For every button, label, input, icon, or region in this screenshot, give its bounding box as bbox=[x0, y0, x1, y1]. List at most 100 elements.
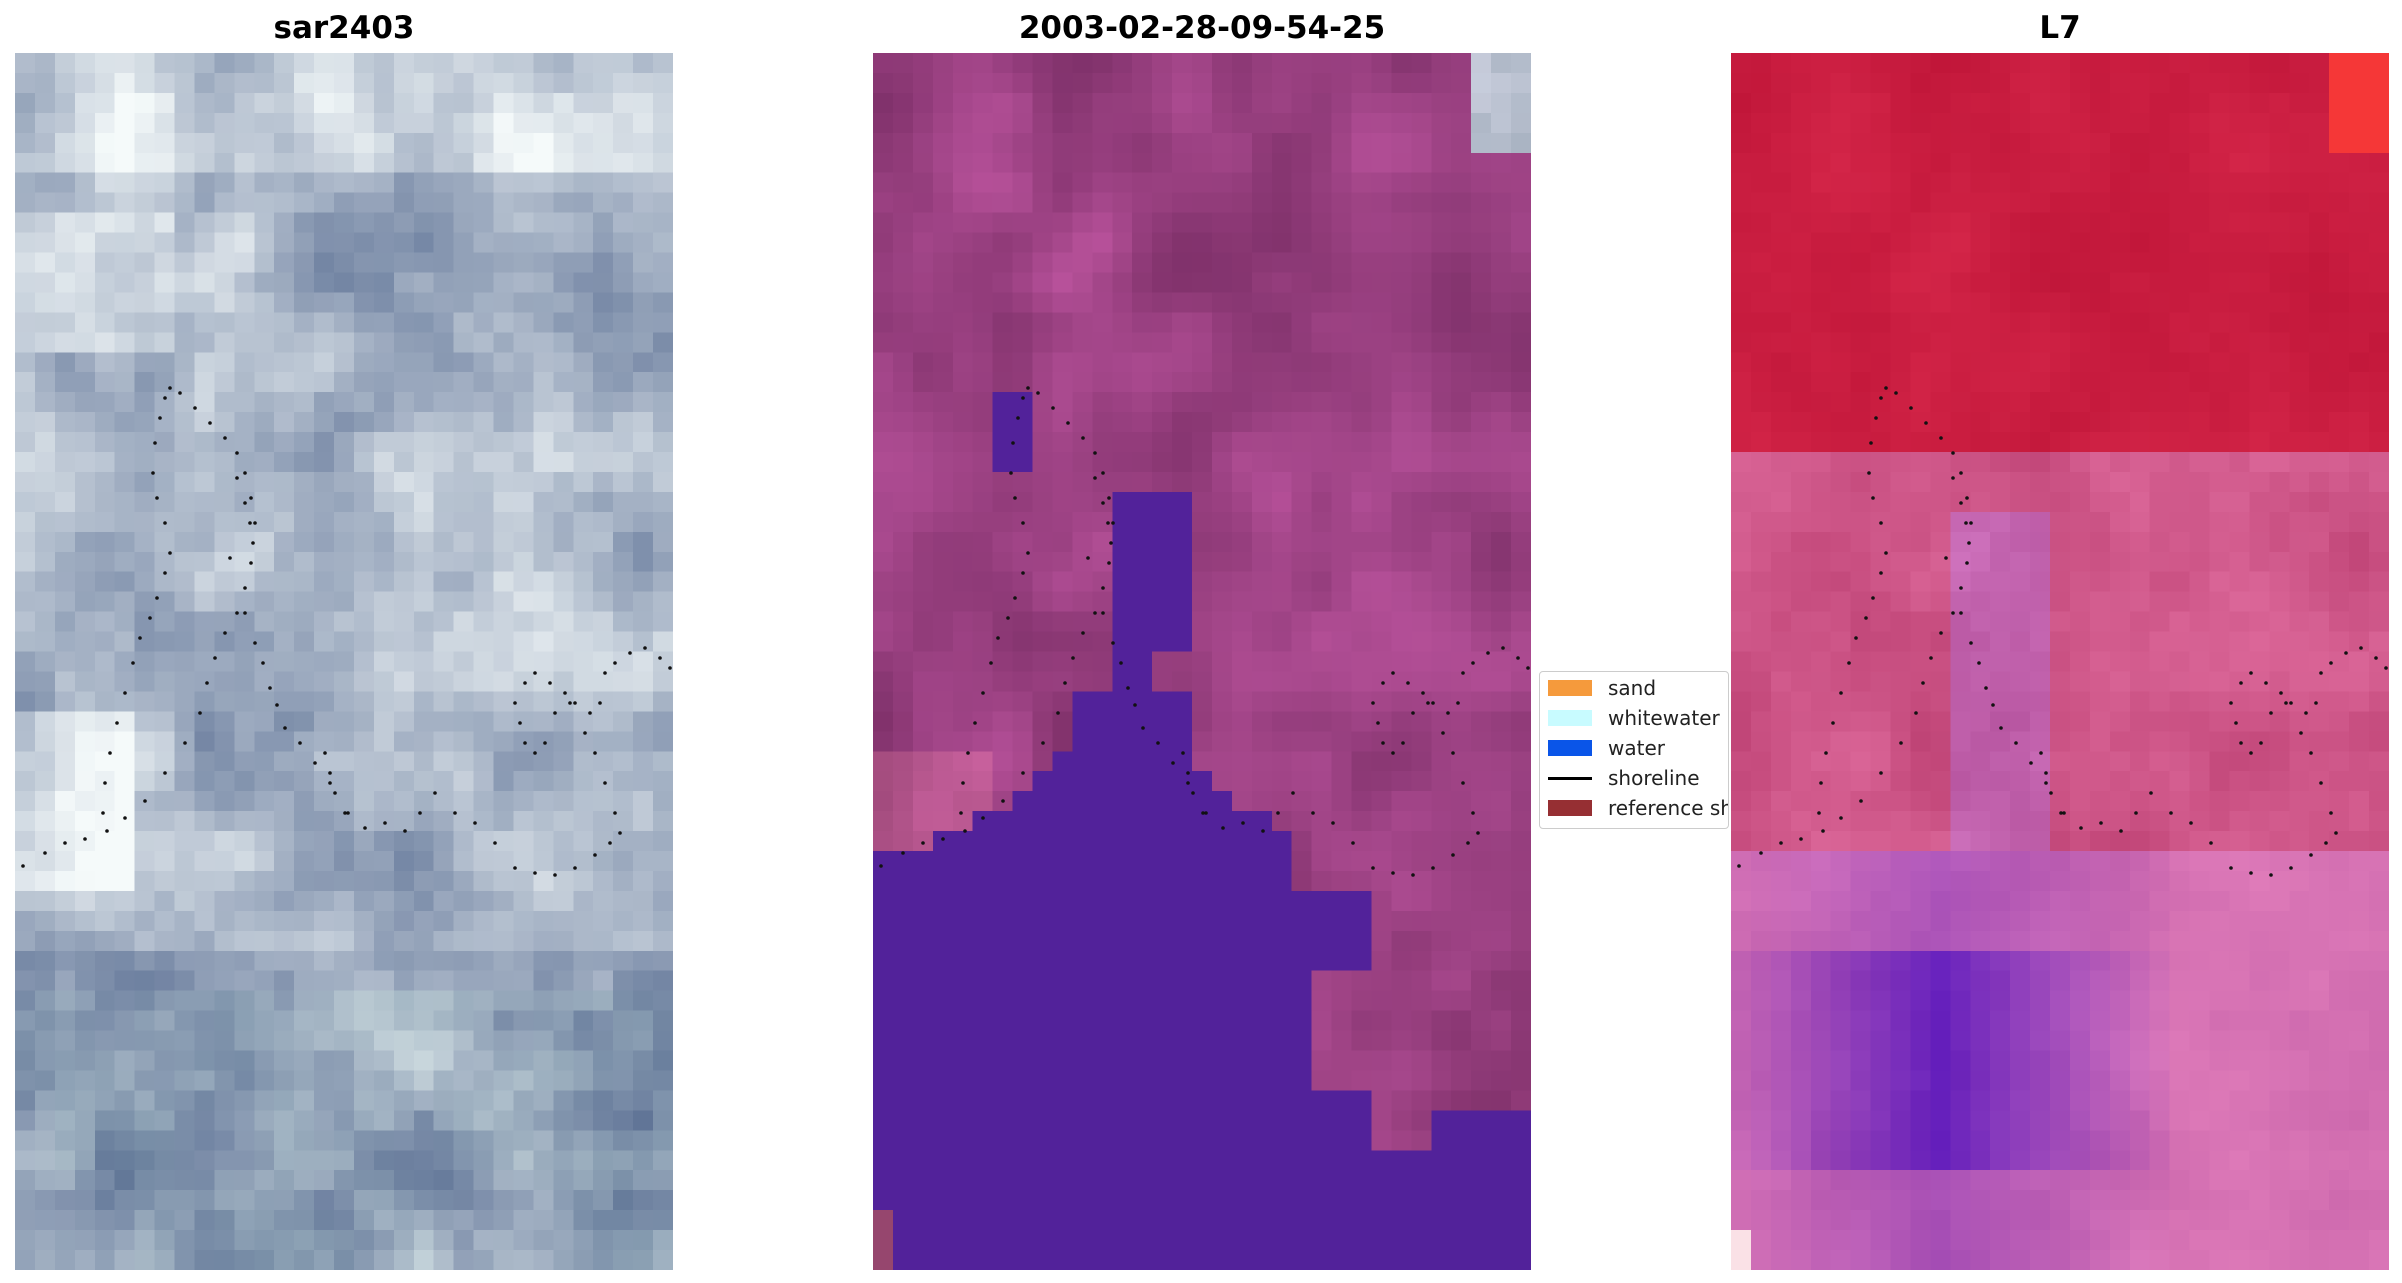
shoreline-dot bbox=[973, 721, 977, 725]
rgb-image-panel bbox=[15, 53, 673, 1270]
shoreline-dot bbox=[1421, 691, 1425, 695]
shoreline-dot bbox=[1451, 853, 1455, 857]
shoreline-dot bbox=[1111, 641, 1115, 645]
legend-label: sand bbox=[1608, 676, 1657, 700]
shoreline-dot bbox=[1969, 521, 1973, 525]
shoreline-dot bbox=[243, 611, 247, 615]
shoreline-dot bbox=[2289, 866, 2293, 870]
shoreline-dot bbox=[963, 829, 967, 833]
shoreline-dot bbox=[1854, 636, 1858, 640]
shoreline-dot bbox=[2334, 831, 2338, 835]
shoreline-dot bbox=[2044, 781, 2048, 785]
shoreline-dot bbox=[901, 851, 905, 855]
shoreline-dot bbox=[2344, 651, 2348, 655]
shoreline-dot bbox=[1009, 471, 1013, 475]
shoreline-dot bbox=[2119, 829, 2123, 833]
shoreline-dot bbox=[235, 476, 239, 480]
panel-title-false-color: L7 bbox=[2039, 10, 2081, 46]
shoreline-dot bbox=[168, 551, 172, 555]
shoreline-dot bbox=[313, 761, 317, 765]
shoreline-dot bbox=[1056, 711, 1060, 715]
shoreline-dot bbox=[1759, 851, 1763, 855]
shoreline-dot bbox=[249, 496, 253, 500]
shoreline-dot bbox=[658, 656, 662, 660]
shoreline-dot bbox=[108, 751, 112, 755]
shoreline-dot bbox=[1081, 631, 1085, 635]
shoreline-dot bbox=[588, 711, 592, 715]
shoreline-dot bbox=[275, 703, 279, 707]
shoreline-dot bbox=[879, 864, 883, 868]
false-color-image-panel bbox=[1731, 53, 2389, 1270]
shoreline-dot bbox=[143, 799, 147, 803]
shoreline-dot bbox=[1276, 811, 1280, 815]
shoreline-dot bbox=[1884, 551, 1888, 555]
shoreline-dot bbox=[1867, 471, 1871, 475]
shoreline-dot bbox=[1516, 656, 1520, 660]
shoreline-dot bbox=[2014, 741, 2018, 745]
shoreline-dot bbox=[1093, 476, 1097, 480]
shoreline-dot bbox=[1476, 831, 1480, 835]
shoreline-dot bbox=[2079, 826, 2083, 830]
shoreline-dot bbox=[1821, 829, 1825, 833]
shoreline-dot bbox=[1051, 406, 1055, 410]
shoreline-dot bbox=[523, 741, 527, 745]
shoreline-dot bbox=[101, 811, 105, 815]
shoreline-line-swatch bbox=[1548, 776, 1592, 780]
shoreline-dot bbox=[1426, 701, 1430, 705]
shoreline-dot bbox=[1526, 666, 1530, 670]
shoreline-dot bbox=[1101, 471, 1105, 475]
classified-image-panel bbox=[873, 53, 1531, 1270]
shoreline-dot bbox=[618, 831, 622, 835]
shoreline-dot bbox=[1106, 521, 1110, 525]
shoreline-dot bbox=[183, 741, 187, 745]
shoreline-dot bbox=[668, 666, 672, 670]
shoreline-dot bbox=[1093, 611, 1097, 615]
shoreline-dot bbox=[608, 841, 612, 845]
shoreline-dot bbox=[959, 811, 963, 815]
shoreline-dot bbox=[261, 661, 265, 665]
shoreline-dot bbox=[1799, 837, 1803, 841]
shoreline-dot bbox=[2169, 811, 2173, 815]
shoreline-dot bbox=[1871, 496, 1875, 500]
shoreline-dot bbox=[921, 841, 925, 845]
shoreline-dot bbox=[1869, 441, 1873, 445]
shoreline-dot bbox=[1371, 701, 1375, 705]
shoreline-dot bbox=[1133, 703, 1137, 707]
shoreline-dot bbox=[248, 521, 252, 525]
shoreline-dot bbox=[131, 661, 135, 665]
shoreline-dot bbox=[298, 741, 302, 745]
shoreline-dot bbox=[243, 471, 247, 475]
shoreline-dot bbox=[981, 691, 985, 695]
shoreline-dot bbox=[123, 691, 127, 695]
shoreline-dot bbox=[2134, 811, 2138, 815]
shoreline-dot bbox=[155, 596, 159, 600]
shoreline-dot bbox=[533, 751, 537, 755]
shoreline-dot bbox=[363, 826, 367, 830]
shoreline-dot bbox=[553, 711, 557, 715]
shoreline-dot bbox=[2314, 701, 2318, 705]
shoreline-dot bbox=[1186, 771, 1190, 775]
shoreline-dot bbox=[249, 561, 253, 565]
shoreline-dot bbox=[1471, 811, 1475, 815]
shoreline-dot bbox=[533, 871, 537, 875]
shoreline-dot bbox=[563, 691, 567, 695]
shoreline-dot bbox=[2319, 781, 2323, 785]
shoreline-dot bbox=[2229, 701, 2233, 705]
shoreline-dot bbox=[208, 421, 212, 425]
shoreline-dot bbox=[1964, 521, 1968, 525]
shoreline-dot bbox=[333, 791, 337, 795]
shoreline-dot bbox=[1959, 611, 1963, 615]
shoreline-dot bbox=[1924, 421, 1928, 425]
shoreline-dot bbox=[2264, 681, 2268, 685]
shoreline-dot bbox=[1081, 436, 1085, 440]
shoreline-dot bbox=[1894, 391, 1898, 395]
shoreline-dot bbox=[613, 661, 617, 665]
shoreline-dot bbox=[1381, 681, 1385, 685]
shoreline-dot bbox=[2269, 873, 2273, 877]
shoreline-dot bbox=[1126, 686, 1130, 690]
shoreline-dot bbox=[2319, 671, 2323, 675]
shoreline-dot bbox=[598, 701, 602, 705]
shoreline-dot bbox=[1371, 866, 1375, 870]
shoreline-dot bbox=[2304, 711, 2308, 715]
shoreline-dot bbox=[1261, 829, 1265, 833]
